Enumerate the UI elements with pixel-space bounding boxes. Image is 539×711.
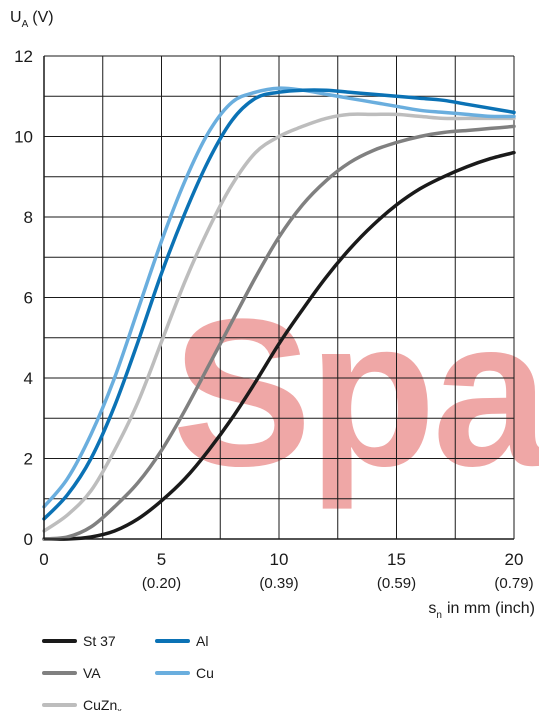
x-axis-label-sub: n <box>436 610 442 621</box>
series-line-cuznx <box>42 112 516 533</box>
legend-item: VA <box>42 665 101 681</box>
x-tick-label: 15 <box>387 550 406 569</box>
x-tick-label: 10 <box>270 550 289 569</box>
x-axis-label-rest: in mm (inch) <box>447 600 535 617</box>
legend-item: CuZnx <box>42 697 122 711</box>
axes: 0 2 4 6 8 10 12 0 5 (0.20) 10 (0.39) 15 (0.59) 20 (0.79… <box>14 47 534 592</box>
legend-item: St 37 <box>42 633 116 649</box>
series-lines <box>42 86 516 541</box>
y-axis-label-main: U <box>10 9 22 26</box>
series-line-al <box>42 88 516 521</box>
legend-label: VA <box>83 665 101 681</box>
y-axis-label: UA (V) <box>10 9 54 30</box>
y-tick-label: 8 <box>24 208 33 227</box>
legend-item: Al <box>155 633 208 649</box>
x-tick-label: 0 <box>39 550 48 569</box>
series-line-st-37 <box>42 150 516 541</box>
x-tick-label: 20 <box>505 550 524 569</box>
y-axis-label-sub: A <box>22 19 29 30</box>
x-axis-label-main: s <box>428 600 436 617</box>
x-tick-secondary-label: (0.59) <box>377 575 416 592</box>
series-line-va <box>42 124 516 541</box>
x-axis-label: sn in mm (inch) <box>428 600 535 621</box>
legend-label: CuZnx <box>83 697 122 711</box>
legend-item: Cu <box>155 665 214 681</box>
legend-label: St 37 <box>83 633 116 649</box>
watermark-layer: Spa <box>172 275 539 510</box>
y-tick-label: 2 <box>24 450 33 469</box>
x-tick-secondary-label: (0.39) <box>259 575 298 592</box>
legend-label: Al <box>196 633 208 649</box>
x-tick-label: 5 <box>157 550 166 569</box>
y-tick-label: 10 <box>14 128 33 147</box>
legend: St 37 Al VA Cu CuZnx <box>42 633 214 711</box>
x-tick-secondary-label: (0.79) <box>494 575 533 592</box>
y-axis-label-unit: (V) <box>32 9 53 26</box>
y-tick-label: 4 <box>24 369 33 388</box>
series-line-cu <box>42 86 516 509</box>
legend-label: Cu <box>196 665 214 681</box>
y-tick-label: 12 <box>14 47 33 66</box>
y-tick-label: 6 <box>24 289 33 308</box>
watermark-text: Spa <box>172 275 539 510</box>
y-tick-label: 0 <box>24 530 33 549</box>
x-tick-secondary-label: (0.20) <box>142 575 181 592</box>
